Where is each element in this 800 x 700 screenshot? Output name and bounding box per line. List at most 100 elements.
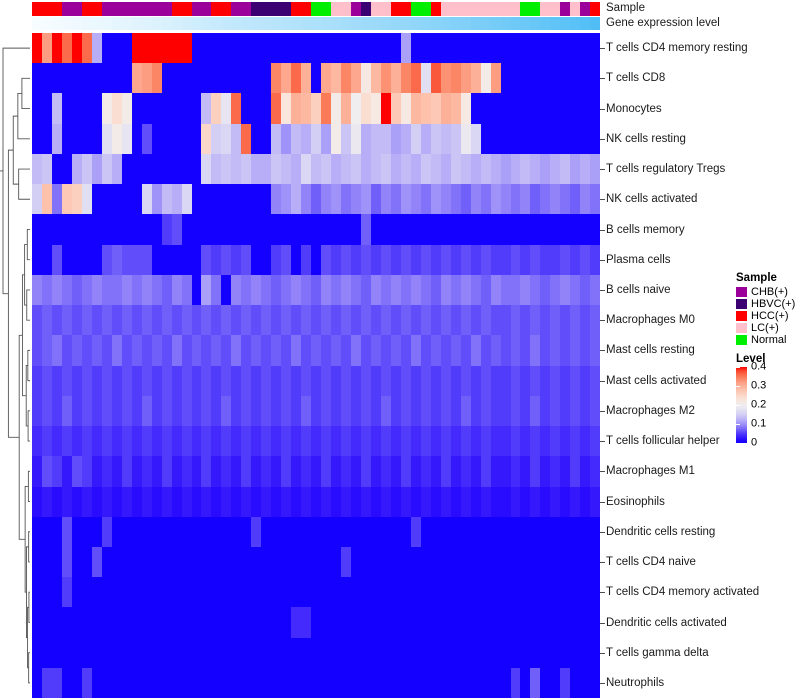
- heatmap-cell: [420, 93, 431, 124]
- heatmap-cell: [440, 637, 451, 668]
- heatmap-cell: [131, 305, 142, 336]
- heatmap-cell: [201, 274, 212, 306]
- heatmap-cell: [420, 395, 431, 427]
- heatmap-cell: [430, 365, 441, 396]
- heatmap-cell: [211, 546, 222, 578]
- heatmap-cell: [390, 426, 401, 457]
- heatmap-cell: [241, 214, 252, 245]
- heatmap-cell: [71, 305, 82, 336]
- heatmap-cell: [450, 456, 461, 487]
- heatmap-cell: [410, 607, 421, 638]
- heatmap-cell: [231, 93, 242, 124]
- gene-expression-annotation-cell: [380, 17, 391, 30]
- heatmap-cell: [450, 607, 461, 638]
- heatmap-cell: [530, 637, 541, 668]
- heatmap-cell: [32, 274, 42, 306]
- row-label: Macrophages M1: [606, 465, 695, 478]
- heatmap-cell: [410, 546, 421, 578]
- heatmap-cell: [311, 456, 322, 487]
- heatmap-cell: [221, 546, 232, 578]
- heatmap-cell: [32, 123, 42, 154]
- heatmap-cell: [281, 486, 292, 517]
- heatmap-cell: [341, 607, 351, 638]
- heatmap-cell: [241, 516, 252, 547]
- heatmap-cell: [550, 426, 561, 457]
- heatmap-cell: [81, 184, 92, 215]
- heatmap-cell: [191, 305, 202, 336]
- gene-expression-annotation-cell: [281, 17, 292, 30]
- gene-expression-annotation-cell: [251, 17, 262, 30]
- heatmap-cell: [51, 244, 62, 275]
- sample-annotation-cell: [341, 2, 351, 16]
- heatmap-cell: [370, 244, 381, 275]
- heatmap-cell: [440, 63, 451, 94]
- heatmap-cell: [281, 33, 292, 64]
- heatmap-cell: [81, 214, 92, 245]
- heatmap-cell: [151, 305, 162, 336]
- heatmap-cell: [41, 546, 52, 578]
- gene-expression-annotation-cell: [41, 17, 52, 30]
- heatmap-cell: [450, 546, 461, 578]
- heatmap-cell: [171, 607, 182, 638]
- heatmap-cell: [191, 516, 202, 547]
- heatmap-cell: [271, 546, 282, 578]
- heatmap-cell: [331, 426, 342, 457]
- heatmap-cell: [61, 214, 72, 245]
- heatmap-cell: [141, 486, 152, 517]
- heatmap-cell: [191, 426, 202, 457]
- heatmap-cell: [32, 63, 42, 94]
- heatmap-cell: [281, 274, 292, 306]
- sample-annotation-cell: [360, 2, 371, 16]
- heatmap-cell: [141, 456, 152, 487]
- heatmap-cell: [171, 365, 182, 396]
- heatmap-cell: [91, 516, 102, 547]
- heatmap-cell: [580, 546, 591, 578]
- sample-legend-item: CHB(+): [736, 286, 800, 298]
- heatmap-cell: [81, 546, 92, 578]
- heatmap-cell: [121, 214, 132, 245]
- heatmap-cell: [241, 33, 252, 64]
- heatmap-cell: [101, 335, 112, 366]
- heatmap-cell: [311, 153, 322, 185]
- heatmap-cell: [420, 63, 431, 94]
- level-tick-label: 0.1: [751, 417, 767, 430]
- level-tick-label: 0: [751, 436, 758, 449]
- heatmap-cell: [261, 516, 272, 547]
- heatmap-row: [32, 153, 601, 185]
- heatmap-cell: [321, 426, 332, 457]
- heatmap-cell: [510, 274, 521, 306]
- heatmap-cell: [460, 426, 471, 457]
- heatmap-cell: [261, 305, 272, 336]
- level-tick-notch: [736, 405, 740, 407]
- heatmap-cell: [370, 365, 381, 396]
- heatmap-row: [32, 274, 601, 306]
- heatmap-cell: [101, 577, 112, 608]
- heatmap-cell: [550, 123, 561, 154]
- heatmap-cell: [321, 456, 332, 487]
- heatmap-cell: [32, 607, 42, 638]
- heatmap-cell: [111, 305, 122, 336]
- heatmap-cell: [241, 637, 252, 668]
- heatmap-cell: [32, 335, 42, 366]
- heatmap-cell: [510, 426, 521, 457]
- heatmap-cell: [291, 667, 302, 699]
- heatmap-cell: [101, 667, 112, 699]
- heatmap-cell: [51, 546, 62, 578]
- row-label: Neutrophils: [606, 677, 665, 690]
- heatmap-cell: [91, 607, 102, 638]
- heatmap-cell: [121, 516, 132, 547]
- heatmap-cell: [161, 667, 172, 699]
- heatmap-cell: [420, 123, 431, 154]
- heatmap-cell: [390, 305, 401, 336]
- heatmap-cell: [101, 456, 112, 487]
- heatmap-cell: [380, 365, 391, 396]
- heatmap-cell: [171, 667, 182, 699]
- heatmap-cell: [81, 577, 92, 608]
- heatmap-cell: [540, 305, 551, 336]
- heatmap-cell: [221, 607, 232, 638]
- heatmap-cell: [161, 153, 172, 185]
- heatmap-cell: [560, 244, 571, 275]
- heatmap-cell: [271, 426, 282, 457]
- heatmap-cell: [301, 395, 312, 427]
- heatmap-cell: [351, 607, 361, 638]
